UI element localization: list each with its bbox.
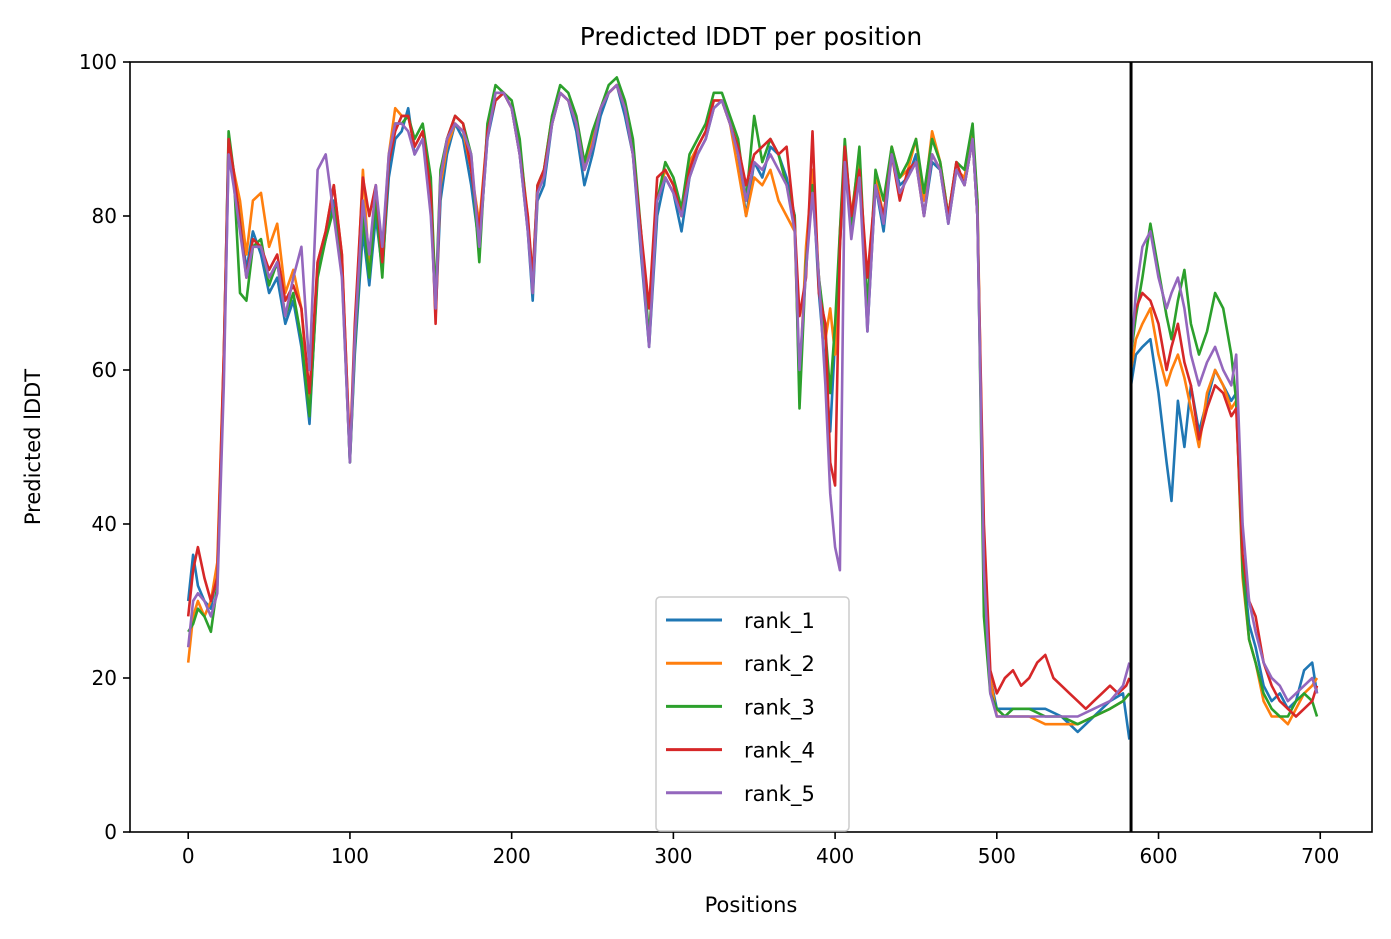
x-axis: 0 100 200 300 400 500 600 700 <box>182 832 1339 868</box>
y-tick-label: 80 <box>92 204 117 228</box>
x-tick-label: 500 <box>978 844 1016 868</box>
plot-lines <box>186 76 1319 740</box>
legend-label-rank-2: rank_2 <box>744 652 815 677</box>
x-tick-label: 0 <box>182 844 195 868</box>
x-tick-label: 300 <box>654 844 692 868</box>
plot-frame <box>129 61 1373 833</box>
x-axis-label: Positions <box>705 893 798 917</box>
y-axis-label: Predicted lDDT <box>21 369 45 525</box>
series-line-rank-3 <box>187 76 1131 726</box>
x-tick-label: 400 <box>816 844 854 868</box>
x-tick-label: 700 <box>1301 844 1339 868</box>
chart-title: Predicted lDDT per position <box>580 22 922 51</box>
legend: rank_1 rank_2 rank_3 rank_4 rank_5 <box>655 596 850 832</box>
legend-label-rank-4: rank_4 <box>744 739 815 764</box>
series-line-rank-4 <box>1129 291 1319 718</box>
series-line-rank-5 <box>186 83 1131 718</box>
series-line-rank-2 <box>1129 307 1319 726</box>
y-tick-label: 100 <box>79 50 117 74</box>
y-tick-label: 20 <box>92 666 117 690</box>
x-tick-label: 100 <box>331 844 369 868</box>
legend-label-rank-3: rank_3 <box>744 695 815 720</box>
series-line-rank-5 <box>1129 230 1319 703</box>
y-axis: 0 20 40 60 80 100 <box>79 50 130 844</box>
x-tick-label: 200 <box>493 844 531 868</box>
y-tick-label: 0 <box>104 820 117 844</box>
y-tick-label: 40 <box>92 512 117 536</box>
y-tick-label: 60 <box>92 358 117 382</box>
legend-label-rank-5: rank_5 <box>744 782 815 807</box>
legend-box <box>655 596 850 832</box>
x-tick-label: 600 <box>1139 844 1177 868</box>
legend-label-rank-1: rank_1 <box>744 609 815 634</box>
